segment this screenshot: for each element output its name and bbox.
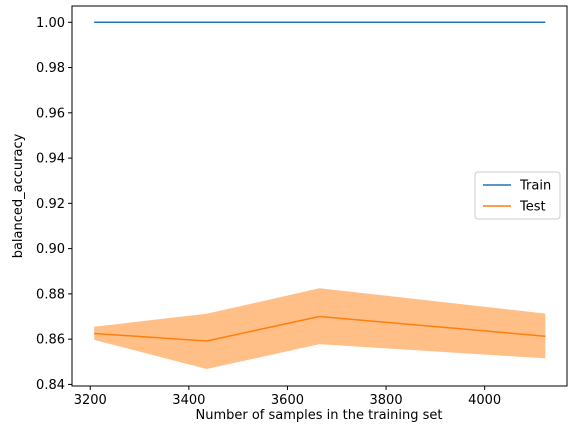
- x-tick-label: 3200: [74, 393, 107, 408]
- x-axis-ticks: 3200 3400 3600 3800 4000: [74, 386, 501, 408]
- x-tick-label: 3800: [370, 393, 403, 408]
- x-axis-label: Number of samples in the training set: [196, 408, 443, 423]
- legend-train-label: Train: [519, 179, 551, 194]
- test-line: [94, 315, 546, 342]
- x-tick-label: 4000: [468, 393, 501, 408]
- y-tick-label: 0.90: [36, 242, 65, 257]
- plot-frame: [71, 5, 568, 387]
- y-tick-label: 0.88: [36, 287, 65, 302]
- test-band: [94, 288, 546, 370]
- y-tick-label: 0.92: [36, 197, 65, 212]
- legend-test-label: Test: [519, 200, 546, 215]
- confidence-bands: [94, 288, 546, 370]
- y-tick-label: 0.94: [36, 152, 65, 167]
- legend: Train Test: [474, 171, 561, 220]
- x-tick-label: 3600: [271, 393, 304, 408]
- y-tick-label: 0.98: [36, 61, 65, 76]
- series-lines: [94, 21, 546, 342]
- y-tick-label: 0.96: [36, 106, 65, 121]
- y-axis-label: balanced_accuracy: [11, 133, 26, 258]
- y-axis-ticks: 0.84 0.86 0.88 0.90 0.92 0.94 0.96 0.98 1.00: [36, 16, 72, 393]
- y-tick-label: 0.86: [36, 333, 65, 348]
- y-tick-label: 0.84: [36, 378, 65, 393]
- y-tick-label: 1.00: [36, 16, 65, 31]
- x-tick-label: 3400: [172, 393, 205, 408]
- legend-box: [474, 171, 561, 220]
